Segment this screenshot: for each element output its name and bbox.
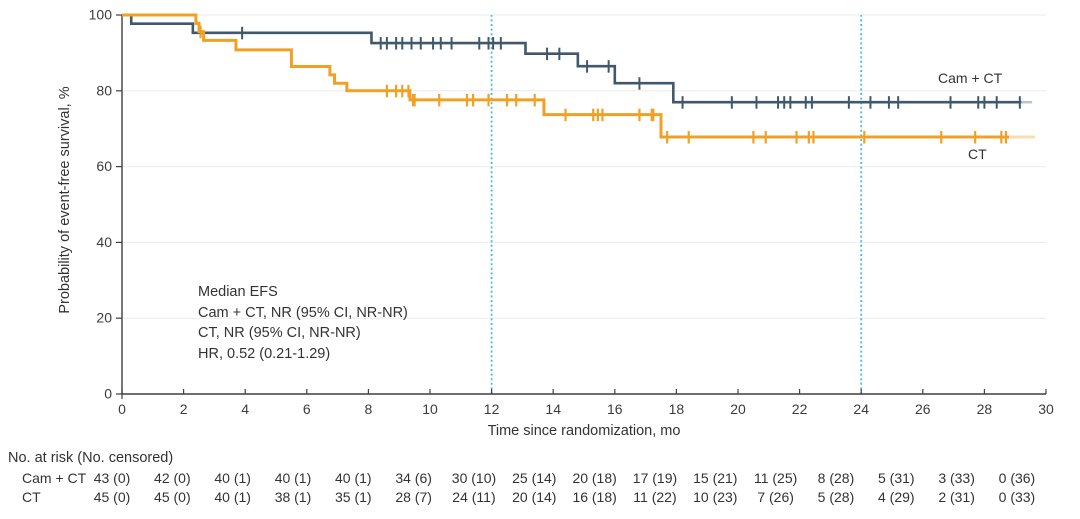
y-tick-label: 100 [89, 7, 113, 23]
risk-table-header: No. at risk (No. censored) [8, 450, 174, 466]
risk-cell: 45 (0) [93, 489, 131, 505]
risk-cell: 35 (1) [335, 489, 372, 505]
risk-cell: 28 (7) [395, 489, 432, 505]
x-tick-label: 10 [422, 401, 438, 417]
x-tick-label: 0 [118, 401, 126, 417]
risk-cell: 11 (25) [753, 470, 798, 486]
y-tick-label: 40 [96, 234, 112, 250]
x-tick-label: 8 [365, 401, 373, 417]
y-tick-label: 60 [96, 158, 112, 174]
risk-cell: 40 (1) [214, 470, 251, 486]
risk-row-label: CT [22, 489, 41, 505]
x-axis-title: Time since randomization, mo [487, 423, 681, 439]
risk-cell: 17 (19) [632, 470, 678, 486]
risk-cell: 42 (0) [154, 470, 191, 486]
risk-cell: 10 (23) [693, 489, 738, 505]
annotation-line-ct: CT, NR (95% CI, NR-NR) [198, 325, 361, 341]
risk-cell: 2 (31) [938, 489, 975, 505]
risk-cell: 25 (14) [512, 470, 557, 486]
risk-cell: 3 (33) [938, 470, 975, 486]
risk-row-cam-ct: Cam + CT 43 (0) 42 (0) 40 (1) 40 (1) 40 (1) 34… [0, 470, 1080, 488]
x-tick-label: 14 [545, 401, 561, 417]
risk-cell: 30 (10) [451, 470, 497, 486]
risk-cell: 34 (6) [395, 470, 432, 486]
curve-label-cam-ct: Cam + CT [938, 70, 1003, 86]
risk-cell: 7 (26) [757, 489, 794, 505]
survival-curve-cam-ct [122, 13, 1022, 104]
x-tick-label: 2 [180, 401, 188, 417]
x-tick-label: 18 [669, 401, 685, 417]
risk-cell: 16 (18) [572, 489, 617, 505]
curve-label-ct: CT [968, 146, 987, 162]
risk-cell: 24 (11) [452, 489, 496, 505]
risk-cell: 40 (1) [214, 489, 251, 505]
x-tick-label: 26 [915, 401, 931, 417]
risk-cell: 20 (14) [512, 489, 557, 505]
y-tick-label: 80 [96, 82, 112, 98]
y-axis-title: Probability of event-free survival, % [57, 86, 73, 314]
risk-cell: 45 (0) [154, 489, 191, 505]
annotation-line-median: Median EFS [198, 284, 278, 300]
y-tick-label: 20 [96, 310, 112, 326]
risk-cell: 8 (28) [817, 470, 855, 486]
risk-cell: 43 (0) [93, 470, 131, 486]
survival-curve-ct [122, 13, 1010, 139]
risk-cell: 20 (18) [572, 470, 617, 486]
x-tick-label: 4 [241, 401, 249, 417]
x-tick-label: 16 [607, 401, 623, 417]
risk-cell: 38 (1) [274, 489, 312, 505]
y-tick-label: 0 [104, 386, 112, 402]
risk-cell: 15 (21) [693, 470, 738, 486]
risk-cell: 40 (1) [274, 470, 312, 486]
annotation-line-hr: HR, 0.52 (0.21-1.29) [198, 345, 331, 362]
risk-row-ct: CT 45 (0) 45 (0) 40 (1) 38 (1) 35 (1) 28 (7) 24… [0, 489, 1080, 507]
x-tick-label: 28 [977, 401, 993, 417]
x-tick-label: 6 [303, 401, 311, 417]
median-efs-annotation: Median EFS Cam + CT, NR (95% CI, NR-NR) … [198, 282, 408, 364]
risk-cell: 0 (36) [998, 470, 1036, 486]
x-tick-label: 12 [484, 401, 500, 417]
risk-cell: 4 (29) [877, 489, 915, 505]
risk-cell: 11 (22) [633, 489, 677, 505]
x-tick-label: 22 [792, 401, 808, 417]
annotation-line-cam-ct: Cam + CT, NR (95% CI, NR-NR) [198, 304, 408, 321]
x-tick-label: 30 [1038, 401, 1054, 417]
risk-cell: 0 (33) [998, 489, 1036, 505]
x-tick-label: 20 [730, 401, 746, 417]
risk-cell: 5 (31) [877, 470, 915, 486]
risk-cell: 40 (1) [335, 470, 372, 486]
risk-cell: 5 (28) [817, 489, 855, 505]
risk-row-label: Cam + CT [22, 470, 87, 486]
x-tick-label: 24 [853, 401, 869, 417]
